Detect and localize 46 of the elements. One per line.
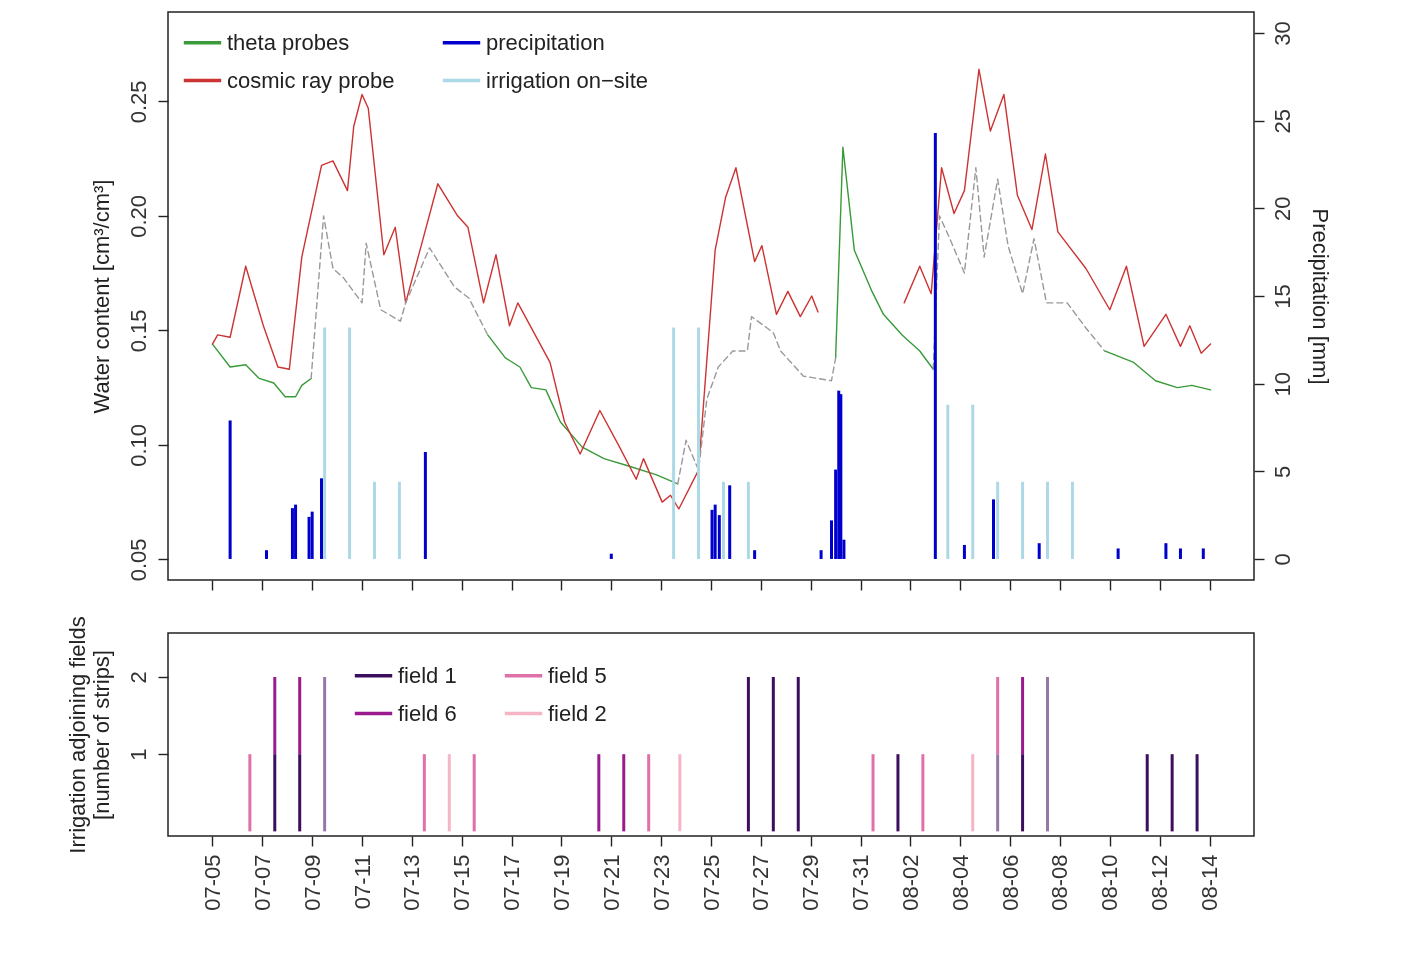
x-tick-label: 07-05 — [199, 854, 225, 911]
x-tick-label: 07-27 — [748, 854, 774, 911]
legend-label: theta probes — [227, 29, 350, 55]
x-tick-label: 07-09 — [299, 854, 325, 911]
y2-tick-label: 30 — [1269, 21, 1295, 46]
y-tick-label: 0.05 — [125, 538, 151, 582]
x-tick-label: 07-15 — [449, 854, 475, 911]
x-tick-label: 08-04 — [947, 854, 973, 911]
x-tick-label: 07-23 — [648, 854, 674, 911]
legend-label: precipitation — [486, 29, 605, 55]
legend-label: field 6 — [398, 700, 457, 726]
legend-label: field 5 — [548, 662, 607, 688]
y2-axis-title: Precipitation [mm] — [1307, 208, 1333, 385]
x-tick-label: 07-25 — [698, 854, 724, 911]
y-tick-label: 1 — [125, 748, 151, 761]
y2-tick-label: 10 — [1269, 371, 1295, 397]
y2-tick-label: 0 — [1269, 553, 1295, 566]
y-tick-label: 0.20 — [125, 194, 151, 238]
x-tick-label: 08-12 — [1147, 854, 1173, 911]
y-tick-label: 0.10 — [125, 423, 151, 467]
x-tick-label: 07-31 — [848, 854, 874, 911]
legend-label: cosmic ray probe — [227, 67, 395, 93]
x-tick-label: 07-07 — [249, 854, 275, 911]
x-tick-label: 08-02 — [897, 854, 923, 911]
y-tick-label: 2 — [125, 671, 151, 684]
x-tick-label: 08-06 — [997, 854, 1023, 911]
y-tick-label: 0.25 — [125, 80, 151, 124]
x-tick-label: 07-29 — [798, 854, 824, 911]
x-tick-label: 08-10 — [1097, 854, 1123, 911]
x-tick-label: 07-21 — [598, 854, 624, 911]
y2-tick-label: 20 — [1269, 196, 1295, 222]
y2-tick-label: 25 — [1269, 108, 1295, 134]
y-tick-label: 0.15 — [125, 309, 151, 353]
y-axis-title: Water content [cm³/cm³] — [88, 179, 114, 414]
x-tick-label: 07-19 — [548, 854, 574, 911]
x-tick-label: 08-14 — [1197, 854, 1223, 911]
y-axis-title: Irrigation adjoining fields [number of strips] — [64, 616, 114, 854]
x-tick-label: 08-08 — [1047, 854, 1073, 911]
legend-label: irrigation on−site — [486, 67, 649, 93]
x-tick-label: 07-11 — [349, 854, 375, 910]
x-tick-label: 07-13 — [399, 854, 425, 911]
y2-tick-label: 5 — [1269, 465, 1295, 478]
x-tick-label: 07-17 — [499, 854, 525, 911]
legend-label: field 1 — [398, 662, 457, 688]
y2-tick-label: 15 — [1269, 284, 1295, 309]
legend-label: field 2 — [548, 700, 607, 726]
